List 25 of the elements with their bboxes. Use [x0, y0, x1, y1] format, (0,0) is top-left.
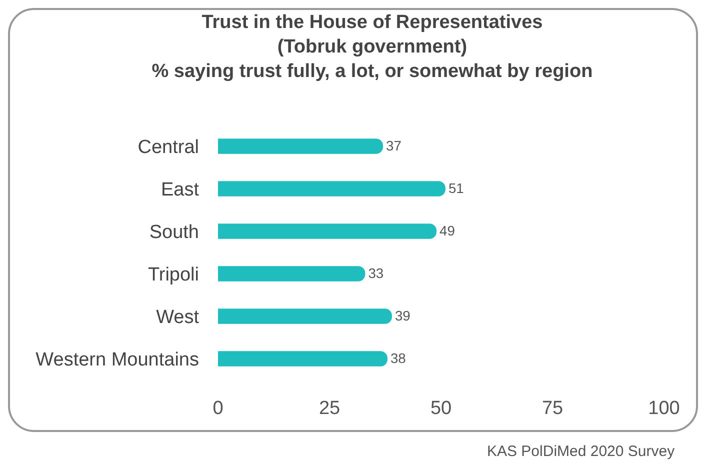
data-label: 38 — [390, 350, 406, 366]
bar — [218, 224, 437, 239]
chart-title: Trust in the House of Representatives (Tobruk government) % saying trust fully, a lot, or somewhat by region — [152, 12, 593, 82]
data-label: 49 — [440, 222, 456, 238]
x-tick-label: 100 — [648, 398, 680, 419]
y-tick-label: Western Mountains — [36, 349, 199, 370]
x-tick-label: 75 — [542, 398, 564, 419]
text: KAS PolDiMed 2020 Survey — [487, 443, 676, 460]
y-tick-label: South — [149, 222, 199, 243]
y-tick-label: Tripoli — [148, 264, 199, 286]
data-label: 33 — [368, 264, 384, 281]
data-label: 39 — [394, 307, 411, 324]
bar — [218, 351, 388, 366]
x-tick-label: 50 — [430, 398, 452, 419]
y-tick-label: East — [160, 179, 200, 200]
x-tick-label: 25 — [318, 398, 340, 419]
data-label: 51 — [448, 180, 464, 196]
bar — [218, 308, 392, 324]
bar — [218, 266, 366, 282]
bar — [218, 138, 384, 154]
y-tick-label: West — [156, 306, 200, 328]
data-label: 37 — [386, 137, 402, 154]
y-tick-label: Central — [138, 136, 199, 158]
x-tick-label: 0 — [212, 398, 224, 419]
bar — [218, 181, 446, 196]
